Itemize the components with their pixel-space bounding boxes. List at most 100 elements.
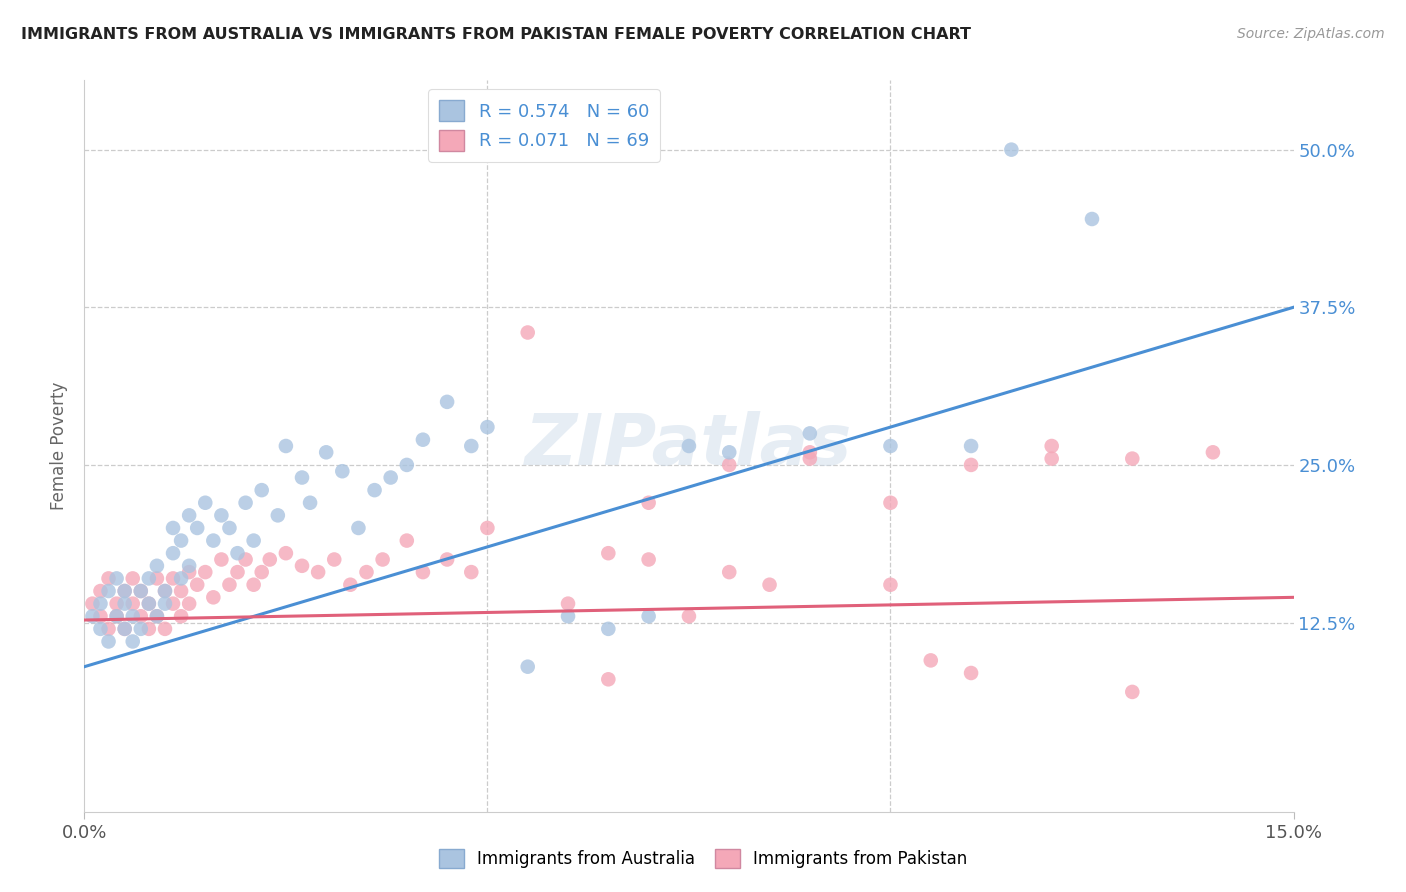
- Point: [516, 326, 538, 340]
- Point: [1040, 451, 1063, 466]
- Point: [307, 565, 329, 579]
- Point: [179, 565, 201, 579]
- Point: [153, 597, 176, 611]
- Point: [323, 552, 346, 566]
- Point: [170, 584, 193, 599]
- Point: [170, 609, 193, 624]
- Point: [114, 622, 136, 636]
- Point: [162, 597, 184, 611]
- Point: [960, 439, 983, 453]
- Point: [637, 609, 659, 624]
- Point: [89, 597, 111, 611]
- Point: [129, 584, 152, 599]
- Point: [242, 533, 264, 548]
- Y-axis label: Female Poverty: Female Poverty: [51, 382, 69, 510]
- Point: [259, 552, 281, 566]
- Point: [97, 634, 120, 648]
- Point: [242, 578, 264, 592]
- Point: [194, 565, 217, 579]
- Point: [436, 552, 458, 566]
- Point: [598, 673, 620, 687]
- Point: [146, 558, 169, 573]
- Point: [89, 622, 111, 636]
- Point: [920, 653, 942, 667]
- Point: [330, 464, 353, 478]
- Point: [799, 451, 821, 466]
- Point: [339, 578, 361, 592]
- Point: [799, 426, 821, 441]
- Point: [412, 565, 434, 579]
- Point: [1121, 451, 1143, 466]
- Point: [299, 496, 322, 510]
- Point: [363, 483, 385, 497]
- Point: [89, 609, 111, 624]
- Point: [121, 597, 143, 611]
- Point: [799, 445, 821, 459]
- Point: [598, 622, 620, 636]
- Point: [235, 496, 257, 510]
- Point: [395, 458, 418, 472]
- Point: [235, 552, 257, 566]
- Point: [460, 565, 482, 579]
- Point: [138, 622, 160, 636]
- Point: [209, 552, 232, 566]
- Point: [879, 578, 901, 592]
- Point: [960, 665, 983, 680]
- Point: [105, 597, 128, 611]
- Point: [1202, 445, 1225, 459]
- Point: [879, 496, 901, 510]
- Point: [1040, 439, 1063, 453]
- Point: [250, 565, 273, 579]
- Point: [89, 584, 111, 599]
- Point: [105, 609, 128, 624]
- Point: [97, 584, 120, 599]
- Point: [146, 609, 169, 624]
- Point: [274, 546, 297, 560]
- Point: [114, 584, 136, 599]
- Point: [758, 578, 780, 592]
- Point: [250, 483, 273, 497]
- Point: [718, 458, 741, 472]
- Point: [209, 508, 232, 523]
- Point: [477, 521, 499, 535]
- Point: [114, 597, 136, 611]
- Point: [186, 578, 208, 592]
- Point: [226, 546, 249, 560]
- Point: [380, 470, 402, 484]
- Point: [82, 609, 104, 624]
- Point: [879, 439, 901, 453]
- Point: [162, 521, 184, 535]
- Point: [637, 552, 659, 566]
- Point: [1000, 143, 1022, 157]
- Point: [129, 609, 152, 624]
- Point: [121, 609, 143, 624]
- Point: [202, 591, 225, 605]
- Point: [170, 533, 193, 548]
- Point: [114, 584, 136, 599]
- Text: IMMIGRANTS FROM AUSTRALIA VS IMMIGRANTS FROM PAKISTAN FEMALE POVERTY CORRELATION: IMMIGRANTS FROM AUSTRALIA VS IMMIGRANTS …: [21, 27, 972, 42]
- Point: [960, 458, 983, 472]
- Point: [202, 533, 225, 548]
- Legend: R = 0.574   N = 60, R = 0.071   N = 69: R = 0.574 N = 60, R = 0.071 N = 69: [427, 89, 659, 161]
- Point: [718, 565, 741, 579]
- Point: [186, 521, 208, 535]
- Point: [267, 508, 290, 523]
- Point: [718, 445, 741, 459]
- Point: [105, 609, 128, 624]
- Point: [97, 622, 120, 636]
- Point: [557, 609, 579, 624]
- Legend: Immigrants from Australia, Immigrants from Pakistan: Immigrants from Australia, Immigrants fr…: [432, 843, 974, 875]
- Point: [347, 521, 370, 535]
- Point: [138, 597, 160, 611]
- Point: [179, 508, 201, 523]
- Point: [637, 496, 659, 510]
- Point: [82, 597, 104, 611]
- Point: [1081, 212, 1104, 227]
- Point: [97, 571, 120, 585]
- Point: [138, 571, 160, 585]
- Point: [218, 578, 240, 592]
- Point: [678, 609, 700, 624]
- Point: [315, 445, 337, 459]
- Point: [516, 659, 538, 673]
- Point: [121, 634, 143, 648]
